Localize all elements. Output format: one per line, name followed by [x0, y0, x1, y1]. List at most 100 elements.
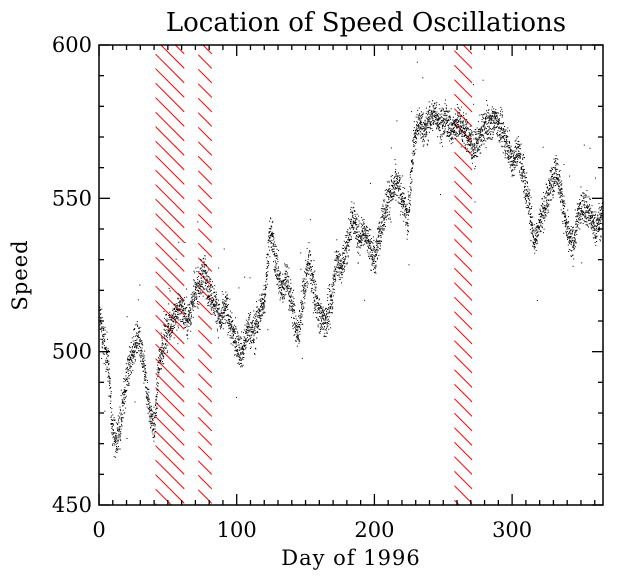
data-point — [467, 139, 469, 141]
data-point — [356, 224, 358, 226]
data-point — [390, 147, 392, 149]
hatch-line — [155, 430, 185, 461]
data-point — [311, 279, 313, 281]
data-point — [310, 274, 311, 276]
data-point — [176, 303, 178, 305]
data-point — [471, 132, 473, 134]
data-point — [446, 135, 448, 137]
data-point — [483, 140, 485, 141]
data-point — [198, 275, 200, 277]
data-point — [350, 236, 352, 238]
data-point — [116, 448, 118, 450]
data-point — [247, 327, 249, 329]
data-point — [255, 348, 257, 350]
data-point — [103, 345, 105, 346]
data-point — [348, 232, 350, 234]
data-point — [483, 135, 485, 137]
data-point — [226, 321, 228, 323]
data-point — [370, 182, 371, 184]
data-point — [472, 145, 474, 147]
data-point — [380, 227, 382, 229]
data-point — [433, 122, 435, 124]
data-point — [460, 125, 462, 127]
data-point — [247, 323, 249, 325]
data-point — [312, 312, 314, 314]
data-point — [473, 138, 475, 140]
data-point — [482, 125, 484, 127]
data-point — [109, 378, 111, 380]
data-point — [304, 295, 306, 297]
data-point — [250, 346, 252, 348]
data-point — [422, 126, 424, 127]
data-point — [406, 203, 408, 205]
data-point — [101, 342, 103, 344]
data-point — [237, 339, 239, 341]
data-point — [392, 191, 394, 193]
data-point — [291, 316, 292, 318]
data-point — [178, 319, 180, 321]
data-point — [479, 134, 481, 136]
data-point — [149, 410, 151, 412]
data-point — [412, 137, 414, 139]
data-point — [260, 300, 261, 302]
data-point — [408, 264, 410, 266]
data-point — [135, 344, 137, 346]
data-point — [466, 140, 468, 142]
data-point — [136, 338, 138, 340]
data-point — [403, 198, 405, 200]
data-point — [363, 227, 365, 229]
data-point — [345, 256, 347, 258]
data-point — [310, 288, 312, 290]
data-point — [435, 113, 437, 115]
data-point — [245, 331, 247, 333]
data-point — [331, 285, 333, 287]
data-point — [425, 133, 427, 135]
data-point — [368, 241, 370, 243]
data-point — [154, 434, 155, 436]
data-point — [374, 250, 376, 252]
data-point — [265, 273, 267, 275]
data-point — [250, 312, 252, 314]
hatch-line — [198, 213, 212, 229]
data-point — [119, 434, 120, 436]
data-point — [202, 273, 204, 275]
data-point — [117, 423, 118, 425]
data-point — [407, 225, 409, 227]
data-point — [322, 312, 324, 313]
data-point — [121, 425, 123, 427]
data-point — [134, 351, 136, 353]
data-point — [366, 243, 368, 245]
data-point — [133, 329, 135, 331]
data-point — [327, 300, 329, 301]
data-point — [424, 124, 426, 126]
data-point — [321, 310, 323, 312]
data-point — [443, 132, 445, 134]
data-point — [199, 288, 201, 289]
data-point — [433, 120, 435, 122]
data-point — [322, 316, 324, 318]
data-point — [286, 266, 288, 268]
data-point — [288, 309, 290, 311]
data-point — [280, 297, 281, 299]
data-point — [163, 328, 165, 330]
data-point — [256, 318, 258, 320]
data-point — [354, 230, 356, 232]
data-point — [475, 139, 477, 141]
data-point — [391, 196, 393, 198]
data-point — [278, 250, 279, 251]
data-point — [187, 334, 189, 336]
data-point — [288, 295, 290, 297]
data-point — [214, 304, 215, 306]
data-point — [283, 295, 285, 297]
data-point — [390, 175, 392, 177]
data-point — [164, 344, 166, 345]
data-point — [290, 279, 292, 281]
data-point — [160, 368, 162, 370]
data-point — [462, 121, 464, 123]
data-point — [165, 314, 166, 316]
data-point — [394, 191, 396, 193]
data-point — [321, 308, 323, 310]
data-point — [420, 119, 422, 121]
data-point — [287, 272, 288, 274]
data-point — [480, 128, 482, 130]
